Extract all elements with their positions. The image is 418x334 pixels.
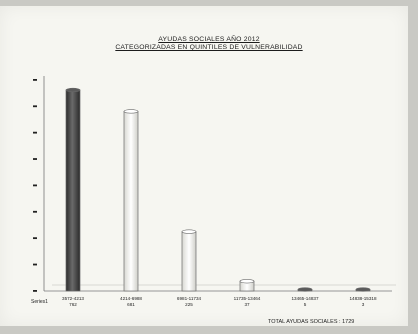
x-tick-label: 13465-14837 (291, 296, 319, 301)
x-tick-label: 3572-4213 (62, 296, 84, 301)
y-tick-mark (33, 131, 37, 134)
bar-3 (181, 229, 197, 292)
x-tick-label: 4214-6988 (120, 296, 142, 301)
data-label: 5 (304, 302, 307, 307)
bar-body (181, 231, 197, 292)
bar-4 (239, 279, 255, 292)
y-tick-mark (33, 158, 37, 160)
data-label: 762 (69, 302, 77, 307)
data-label: 225 (185, 302, 193, 307)
y-tick-mark (33, 290, 37, 292)
data-label: 3 (362, 302, 365, 307)
legend-series-label: Series1 (31, 299, 48, 305)
y-tick-mark (33, 263, 37, 266)
y-tick-mark (33, 237, 37, 240)
y-tick-mark (33, 105, 37, 108)
bar-body (65, 89, 81, 292)
chart-subtitle: CATEGORIZADAS EN QUINTILES DE VULNERABIL… (115, 44, 303, 51)
y-tick-mark (33, 210, 37, 213)
bar-cap (239, 279, 255, 284)
x-tick-label: 6981-11734 (177, 296, 202, 301)
y-tick-mark (33, 79, 37, 81)
x-tick-label: 11735-13464 (234, 296, 261, 301)
bar-6 (355, 287, 371, 292)
chart-title: AYUDAS SOCIALES AÑO 2012 (158, 36, 260, 43)
data-label: 37 (244, 302, 250, 307)
bar-cap (65, 87, 81, 93)
bar-body (123, 111, 139, 292)
data-label: 681 (127, 302, 135, 307)
bar-1 (65, 87, 81, 292)
bar-cap (181, 229, 197, 234)
bar-cap (355, 287, 371, 292)
bar-2 (123, 109, 139, 292)
x-tick-label: 14838-15318 (349, 296, 377, 301)
bar-cap (297, 287, 313, 292)
bar-cap (123, 109, 139, 114)
bar-5 (297, 287, 313, 292)
y-tick-mark (33, 184, 37, 187)
total-footer: TOTAL AYUDAS SOCIALES : 1729 (268, 319, 355, 325)
